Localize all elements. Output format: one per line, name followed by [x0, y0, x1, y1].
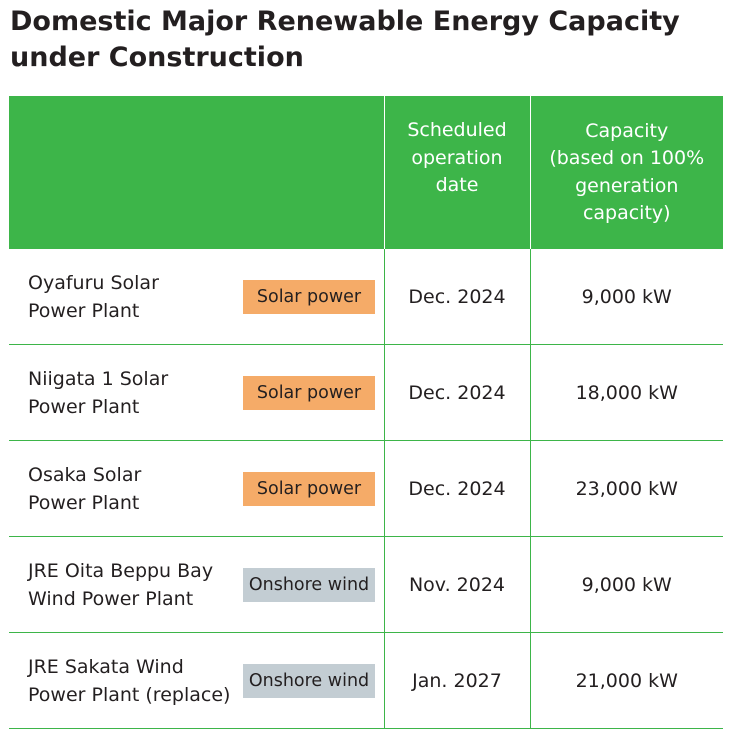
- header-capacity-line: (based on 100%: [549, 147, 705, 169]
- capacity-cell: 21,000 kW: [529, 632, 723, 729]
- table-header-row: Scheduled operation date Capacity (based…: [9, 96, 723, 249]
- scheduled-date-cell: Dec. 2024: [383, 249, 530, 345]
- plant-name-line: Osaka Solar: [28, 463, 142, 486]
- plant-name-line: Power Plant (replace): [28, 683, 231, 706]
- plant-cell: JRE Sakata Wind Power Plant (replace) On…: [9, 632, 384, 729]
- header-plant-name: [9, 96, 384, 249]
- capacity-table: Scheduled operation date Capacity (based…: [9, 96, 723, 729]
- header-capacity-line: generation: [575, 174, 679, 197]
- plant-name-line: Power Plant: [28, 395, 140, 418]
- scheduled-date-cell: Dec. 2024: [383, 344, 530, 441]
- scheduled-date-cell: Jan. 2027: [383, 632, 530, 729]
- capacity-cell: 9,000 kW: [529, 249, 723, 345]
- plant-name-line: JRE Oita Beppu Bay: [28, 559, 214, 582]
- header-capacity-line: capacity): [582, 202, 671, 224]
- plant-name: Oyafuru Solar Power Plant: [28, 269, 238, 325]
- energy-type-badge: Onshore wind: [243, 663, 375, 698]
- plant-name-line: Wind Power Plant: [28, 587, 194, 610]
- header-capacity: Capacity (based on 100% generation capac…: [529, 96, 723, 249]
- energy-type-badge: Solar power: [243, 279, 375, 314]
- title-line-1: Domestic Major Renewable Energy Capacity: [10, 6, 680, 37]
- energy-type-badge: Solar power: [243, 471, 375, 506]
- header-capacity-line: Capacity: [585, 119, 669, 142]
- table-row: JRE Oita Beppu Bay Wind Power Plant Onsh…: [9, 536, 723, 633]
- plant-cell: JRE Oita Beppu Bay Wind Power Plant Onsh…: [9, 536, 384, 633]
- scheduled-date-cell: Nov. 2024: [383, 536, 530, 633]
- table-row: Niigata 1 Solar Power Plant Solar power …: [9, 344, 723, 441]
- plant-name: JRE Sakata Wind Power Plant (replace): [28, 653, 238, 709]
- table-row: JRE Sakata Wind Power Plant (replace) On…: [9, 632, 723, 729]
- energy-type-badge: Solar power: [243, 375, 375, 410]
- plant-cell: Niigata 1 Solar Power Plant Solar power: [9, 344, 384, 441]
- scheduled-date-cell: Dec. 2024: [383, 440, 530, 537]
- header-date-line: operation: [411, 146, 503, 169]
- header-scheduled-date: Scheduled operation date: [383, 96, 530, 249]
- plant-name: JRE Oita Beppu Bay Wind Power Plant: [28, 557, 238, 613]
- table-row: Osaka Solar Power Plant Solar power Dec.…: [9, 440, 723, 537]
- plant-name: Osaka Solar Power Plant: [28, 461, 238, 517]
- capacity-cell: 23,000 kW: [529, 440, 723, 537]
- plant-name-line: Oyafuru Solar: [28, 271, 159, 294]
- capacity-table-container: Scheduled operation date Capacity (based…: [9, 96, 723, 729]
- plant-name-line: Power Plant: [28, 299, 140, 322]
- header-date-line: Scheduled: [407, 119, 507, 142]
- energy-type-badge: Onshore wind: [243, 567, 375, 602]
- table-row: Oyafuru Solar Power Plant Solar power De…: [9, 249, 723, 345]
- plant-cell: Osaka Solar Power Plant Solar power: [9, 440, 384, 537]
- plant-name-line: Niigata 1 Solar: [28, 367, 169, 390]
- capacity-cell: 9,000 kW: [529, 536, 723, 633]
- page-title: Domestic Major Renewable Energy Capacity…: [10, 4, 710, 76]
- plant-name: Niigata 1 Solar Power Plant: [28, 365, 238, 421]
- plant-name-line: JRE Sakata Wind: [28, 655, 184, 678]
- title-line-2: under Construction: [10, 42, 304, 73]
- header-date-line: date: [435, 174, 479, 197]
- plant-cell: Oyafuru Solar Power Plant Solar power: [9, 249, 384, 345]
- capacity-cell: 18,000 kW: [529, 344, 723, 441]
- plant-name-line: Power Plant: [28, 491, 140, 514]
